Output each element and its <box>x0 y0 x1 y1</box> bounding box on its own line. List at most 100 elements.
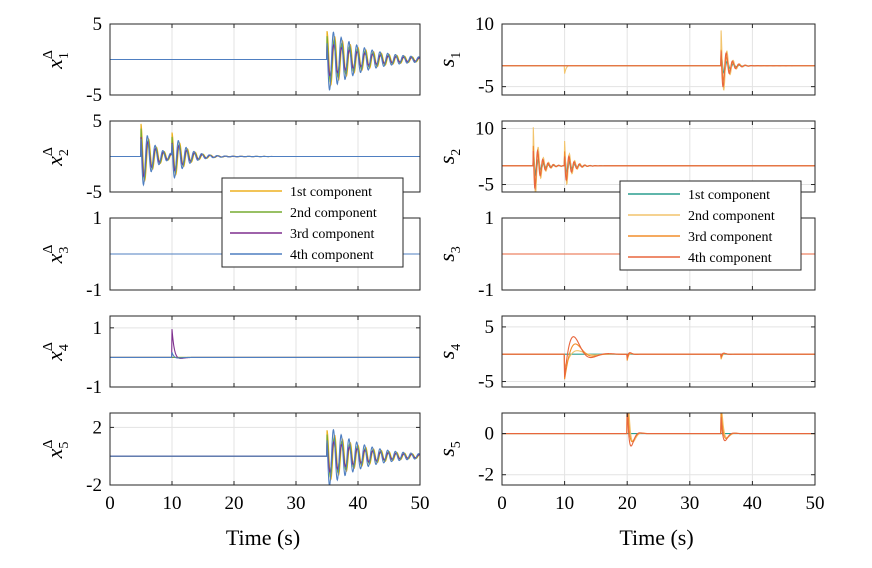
right-legend-entry-2: 2nd component <box>688 209 775 224</box>
left-ylabel-sub-4: 4 <box>57 344 72 351</box>
left-legend-box <box>221 177 404 268</box>
right-axes-box-4 <box>501 315 816 388</box>
left-legend-entry-1: 1st component <box>290 185 372 200</box>
left-ytick-label-5-0: 2 <box>93 417 103 438</box>
right-ylabel-4: s4 <box>434 344 464 360</box>
right-xtick-label-1: 10 <box>555 493 574 514</box>
right-ylabel-3: s3 <box>434 246 464 262</box>
left-ytick-label-3-1: -1 <box>86 280 102 301</box>
right-xtick-label-0: 0 <box>497 493 507 514</box>
left-axes-box-1 <box>109 23 421 96</box>
right-ylabel-sub-3: 3 <box>449 246 464 253</box>
right-ytick-label-5-0: 0 <box>485 424 495 445</box>
left-legend-entry-4: 4th component <box>290 248 374 263</box>
left-xtick-label-0: 0 <box>105 493 115 514</box>
right-ylabel-sub-1: 1 <box>449 52 464 59</box>
left-ylabel-sup-3: Δ <box>41 245 56 254</box>
right-legend-entry-3: 3rd component <box>688 230 772 245</box>
left-axes-box-4 <box>109 315 421 388</box>
left-ylabel-sup-4: Δ <box>41 342 56 351</box>
left-series-5-3 <box>110 440 420 473</box>
right-legend-box <box>619 180 802 271</box>
left-ylabel-sub-1: 1 <box>57 52 72 59</box>
right-ytick-label-3-1: -1 <box>478 280 494 301</box>
right-series-4-2 <box>502 350 815 368</box>
right-ytick-label-1-1: -5 <box>478 77 494 98</box>
left-ylabel-sup-2: Δ <box>41 147 56 156</box>
left-ylabel-base-3: x <box>42 253 67 264</box>
right-series-4-4 <box>502 336 815 378</box>
left-ytick-label-1-0: 5 <box>93 14 103 35</box>
left-xtick-label-2: 20 <box>225 493 244 514</box>
left-series-1-3 <box>110 43 420 77</box>
left-ylabel-sub-3: 3 <box>57 247 72 254</box>
left-ytick-label-4-1: -1 <box>86 377 102 398</box>
right-ytick-label-2-0: 10 <box>475 118 494 139</box>
right-ylabel-sub-4: 4 <box>449 344 464 351</box>
left-panel-1: 5 -5 xΔ1 <box>41 14 421 106</box>
left-ytick-label-2-0: 5 <box>93 111 103 132</box>
left-series-4-4 <box>110 352 420 359</box>
left-ylabel-2: xΔ2 <box>41 147 72 167</box>
left-ylabel-base-5: x <box>42 448 67 459</box>
right-xtick-label-4: 40 <box>743 493 762 514</box>
left-ylabel-sup-5: Δ <box>41 440 56 449</box>
right-ylabel-base-3: s <box>434 253 459 262</box>
right-series-1-4 <box>502 51 815 88</box>
right-xtick-label-3: 30 <box>680 493 699 514</box>
right-panel-4: 5 -5 s4 <box>434 315 816 393</box>
left-ylabel-1: xΔ1 <box>41 50 72 70</box>
right-ylabel-5: s5 <box>434 441 464 457</box>
right-xlabel: Time (s) <box>619 525 693 550</box>
right-xtick-label-2: 20 <box>618 493 637 514</box>
left-xtick-label-1: 10 <box>163 493 182 514</box>
left-series-4-3 <box>110 329 420 359</box>
left-legend-entry-2: 2nd component <box>290 206 377 221</box>
left-ylabel-base-1: x <box>42 59 67 70</box>
right-panel-1: 10 -5 s1 <box>434 14 816 98</box>
right-ylabel-sub-5: 5 <box>449 441 464 448</box>
right-series-1-1 <box>502 53 815 74</box>
right-ytick-label-4-1: -5 <box>478 372 494 393</box>
left-ylabel-sub-2: 2 <box>57 149 72 156</box>
right-axes-box-1 <box>501 23 816 96</box>
right-legend-entry-4: 4th component <box>688 251 772 266</box>
left-ytick-label-5-1: -2 <box>86 475 102 496</box>
right-axes-box-5 <box>501 412 816 486</box>
left-panel-4: 1 -1 xΔ4 <box>41 315 421 398</box>
right-series-5-4 <box>502 413 815 447</box>
left-ylabel-4: xΔ4 <box>41 342 72 362</box>
right-ylabel-2: s2 <box>434 149 464 165</box>
right-ylabel-base-2: s <box>434 156 459 165</box>
left-panel-2: 5 -5 xΔ2 <box>41 111 421 203</box>
right-ylabel-sub-2: 2 <box>449 149 464 156</box>
left-ylabel-5: xΔ5 <box>41 440 72 460</box>
left-ylabel-base-4: x <box>42 351 67 362</box>
right-panel-2: 10 -5 s2 <box>434 118 816 196</box>
left-ytick-label-1-1: -5 <box>86 85 102 106</box>
left-ytick-label-3-0: 1 <box>93 208 103 229</box>
left-xtick-label-4: 40 <box>349 493 368 514</box>
right-ytick-label-2-1: -5 <box>478 175 494 196</box>
left-series-2-4 <box>110 135 420 187</box>
right-ytick-label-5-1: -2 <box>478 465 494 486</box>
right-series-5-2 <box>502 413 815 443</box>
left-axes-box-5 <box>109 412 421 486</box>
left-ytick-label-4-0: 1 <box>93 318 103 339</box>
left-xtick-label-5: 50 <box>411 493 430 514</box>
right-ylabel-1: s1 <box>434 52 464 68</box>
right-ylabel-base-5: s <box>434 448 459 457</box>
right-series-4-3 <box>502 343 815 380</box>
right-ylabel-base-4: s <box>434 351 459 360</box>
right-series-2-4 <box>502 148 815 191</box>
left-legend: 1st component 2nd component 3rd component 4… <box>221 177 404 268</box>
right-ytick-label-3-0: 1 <box>485 208 495 229</box>
right-xtick-label-5: 50 <box>806 493 825 514</box>
right-series-1-2 <box>502 30 815 91</box>
right-series-1-3 <box>502 49 815 81</box>
left-series-1-4 <box>110 31 420 91</box>
left-series-5-4 <box>110 428 420 485</box>
